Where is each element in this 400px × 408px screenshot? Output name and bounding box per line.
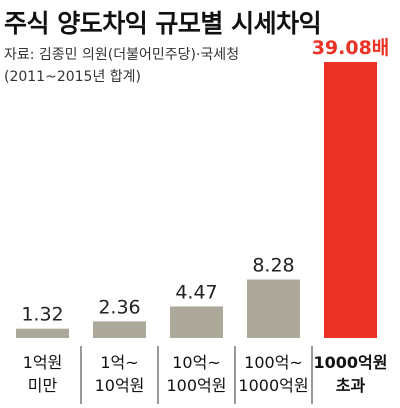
bar-value-label-3: 4.47 (175, 281, 217, 303)
category-label-2-line-2: 10억원 (95, 376, 145, 395)
chart-title: 주식 양도차익 규모별 시세차익 (4, 9, 322, 38)
category-label-4-line-1: 100억~ (244, 353, 303, 372)
source-note: 자료: 김종민 의원(더불어민주당)·국세청 (4, 47, 240, 63)
bar-3 (170, 306, 223, 338)
category-label-3-line-1: 10억~ (172, 353, 221, 372)
category-label-5-line-1: 1000억원 (314, 353, 388, 372)
bar-1 (16, 328, 69, 338)
bar-value-label-5: 39.08배 (312, 37, 390, 59)
category-label-4-line-2: 1000억원 (238, 376, 308, 395)
category-label-3-line-2: 100억원 (167, 376, 227, 395)
bar-4 (247, 279, 300, 338)
bar-value-label-4: 8.28 (252, 255, 294, 277)
bar-value-label-2: 2.36 (98, 296, 140, 318)
period-note: (2011~2015년 합계) (4, 69, 142, 85)
category-label-2-line-1: 1억~ (100, 353, 138, 372)
bar-5 (324, 62, 377, 338)
bar-2 (93, 321, 146, 338)
bar-value-label-1: 1.32 (21, 304, 63, 326)
category-label-1-line-1: 1억원 (23, 353, 63, 372)
category-label-5-line-2: 초과 (336, 376, 366, 395)
category-label-1-line-2: 미만 (28, 376, 58, 395)
